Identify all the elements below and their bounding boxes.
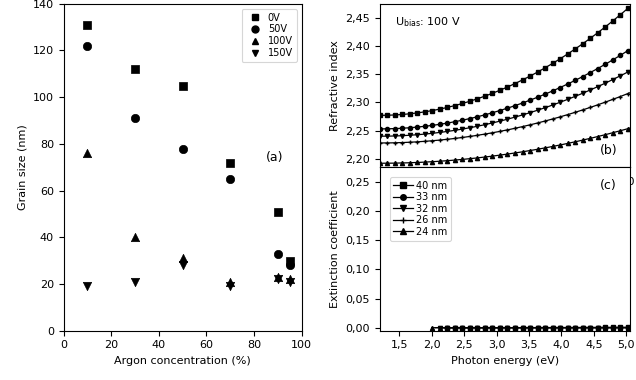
Point [273, 209, 283, 215]
X-axis label: Argon concentration (%): Argon concentration (%) [114, 356, 251, 366]
Point [82, 22, 92, 28]
Point [273, 274, 283, 280]
Point [285, 258, 295, 264]
Point [177, 82, 188, 89]
Y-axis label: Grain size (nm): Grain size (nm) [17, 124, 27, 210]
Legend: 0V, 50V, 100V, 150V: 0V, 50V, 100V, 150V [242, 9, 297, 62]
Point [130, 66, 140, 72]
Point [82, 283, 92, 289]
Point [177, 255, 188, 261]
Text: U$_{\rm bias}$: 100 V: U$_{\rm bias}$: 100 V [395, 15, 460, 29]
Point [225, 283, 235, 289]
Point [177, 262, 188, 268]
Point [225, 160, 235, 166]
Y-axis label: Refractive index: Refractive index [329, 40, 340, 131]
Point [82, 43, 92, 49]
Point [130, 279, 140, 285]
Point [130, 115, 140, 121]
Point [285, 276, 295, 282]
Point [82, 150, 92, 156]
Text: (b): (b) [600, 144, 618, 157]
Point [273, 250, 283, 256]
Point [225, 176, 235, 182]
Point [285, 279, 295, 285]
Legend: 40 nm, 33 nm, 32 nm, 26 nm, 24 nm: 40 nm, 33 nm, 32 nm, 26 nm, 24 nm [390, 177, 451, 241]
X-axis label: Photon energy (eV): Photon energy (eV) [451, 356, 559, 366]
Point [285, 262, 295, 268]
Text: (a): (a) [266, 150, 284, 164]
Point [130, 234, 140, 240]
Text: (c): (c) [600, 179, 616, 192]
Point [177, 146, 188, 152]
Y-axis label: Extinction coefficient: Extinction coefficient [330, 190, 340, 308]
Point [225, 279, 235, 285]
Point [273, 276, 283, 282]
